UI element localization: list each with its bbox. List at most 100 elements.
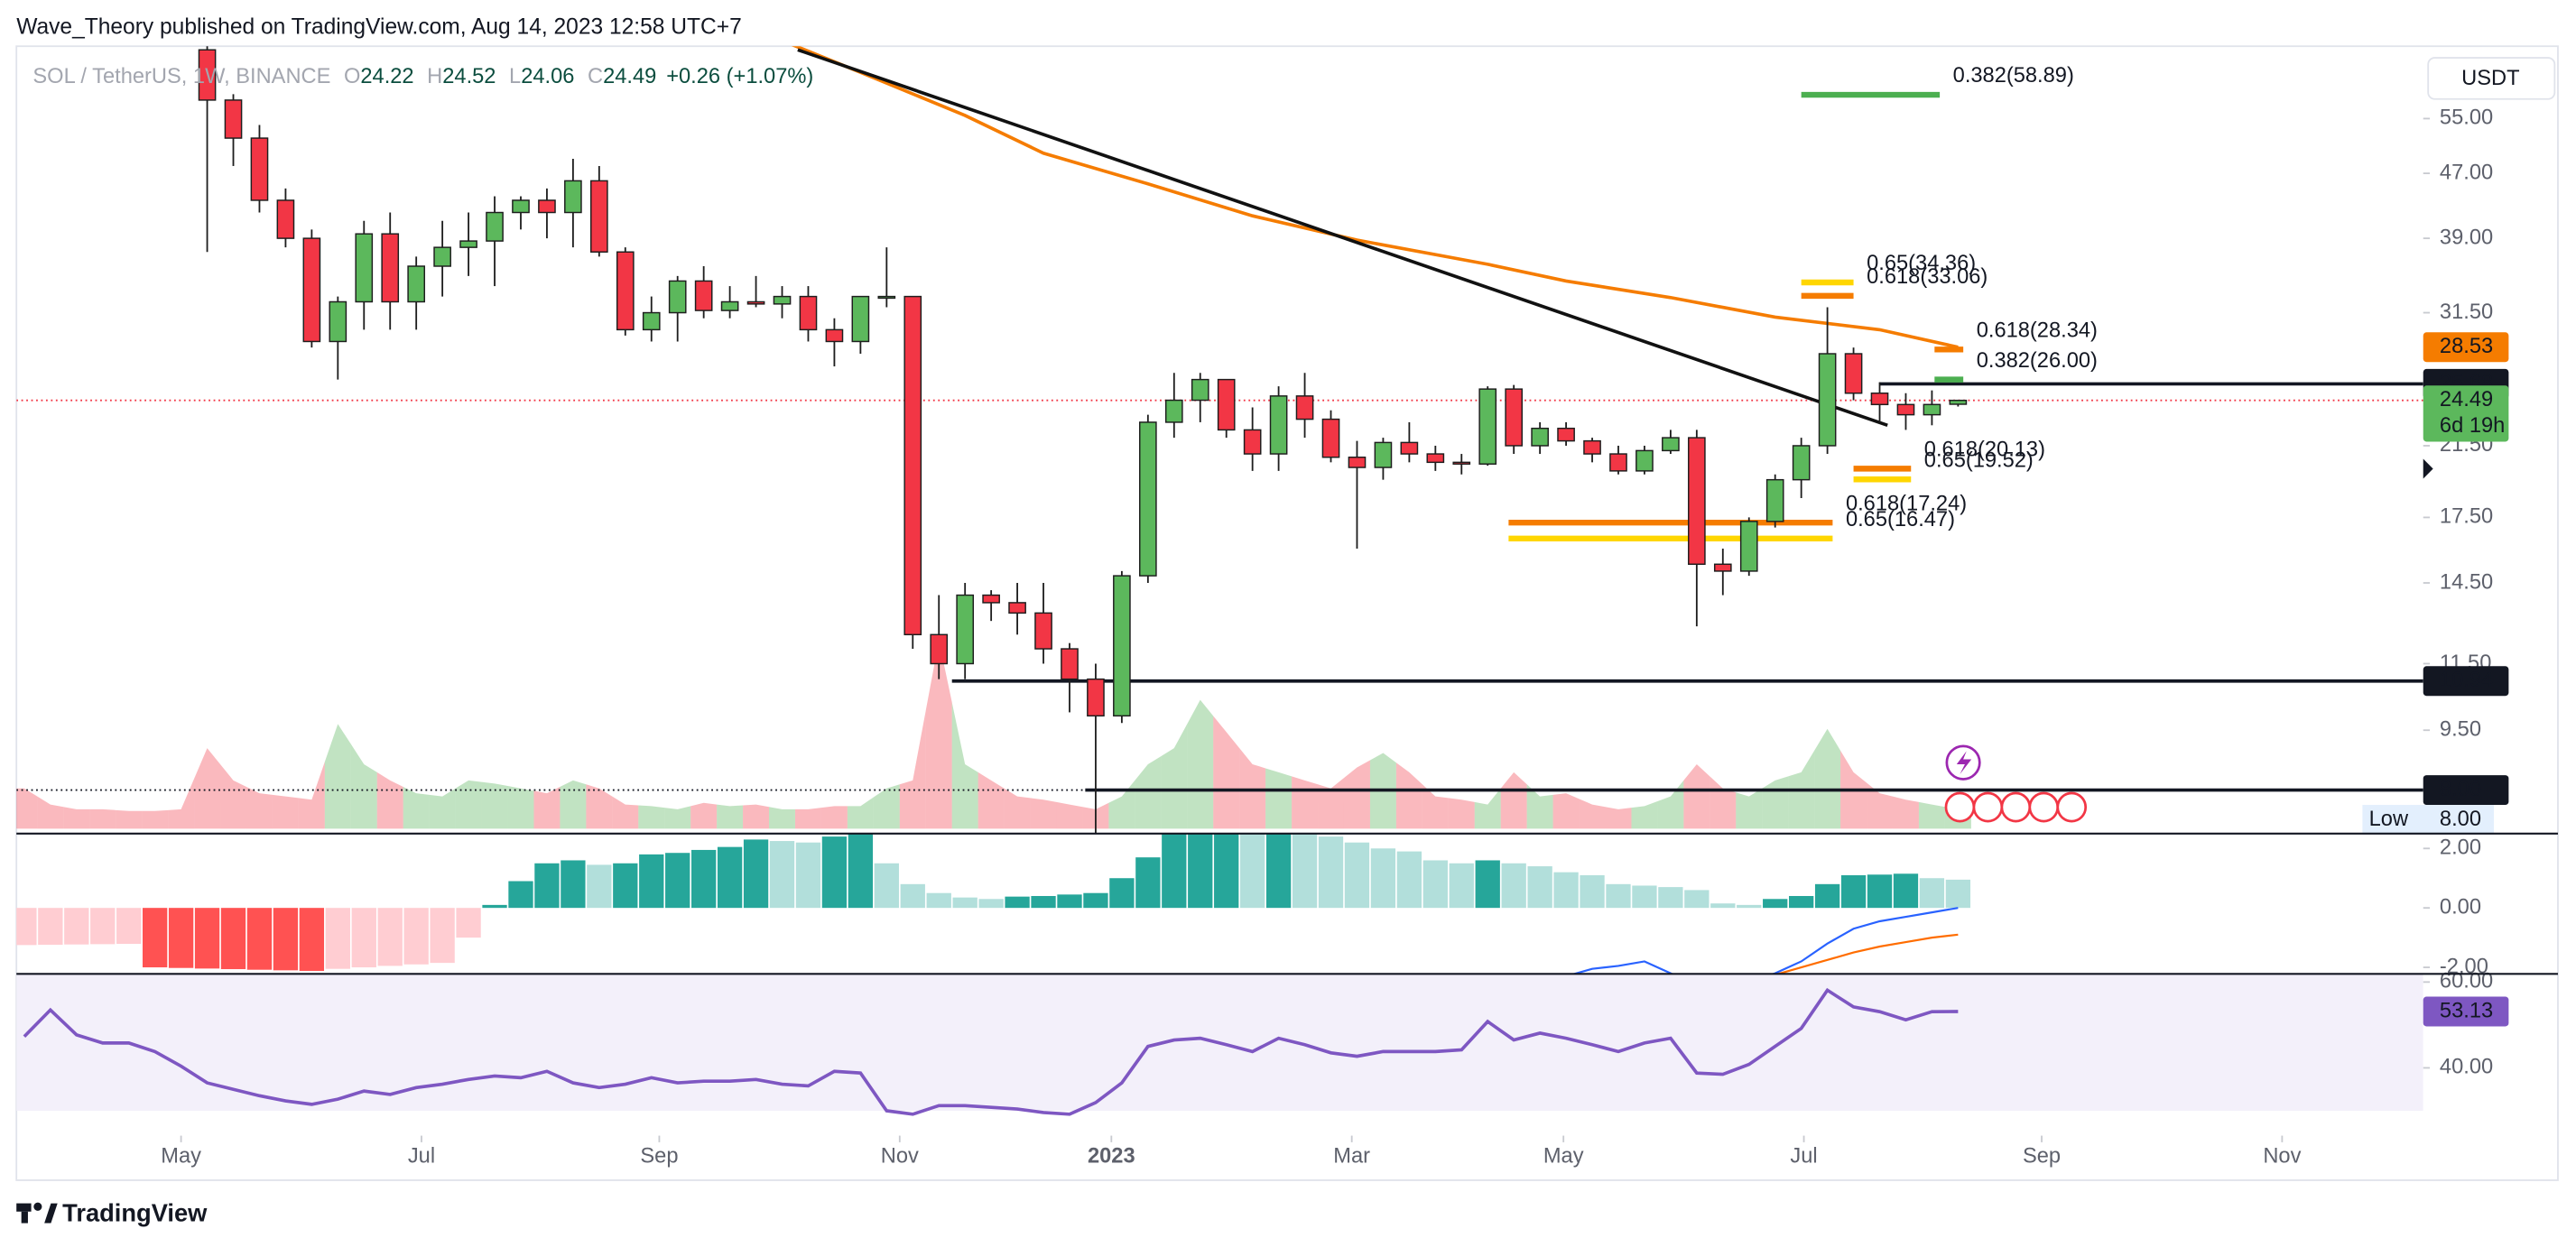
- volume-segment: [978, 771, 1005, 829]
- level-price-box: [2423, 666, 2509, 697]
- axes: 55.0047.0039.0031.5021.5017.5014.5011.50…: [161, 106, 2509, 1169]
- candle-body: [590, 180, 608, 253]
- macd-bar: [1449, 863, 1474, 909]
- economic-event: [2028, 791, 2060, 823]
- candle-body: [486, 211, 504, 242]
- volume-segment: [1343, 760, 1370, 829]
- rsi-band: [16, 974, 2423, 1112]
- footer-logo: [16, 1202, 58, 1224]
- macd-bar: [1527, 866, 1552, 909]
- macd-bar: [874, 863, 899, 909]
- volume-segment: [743, 804, 770, 829]
- legend-change: +0.26 (+1.07%): [666, 65, 813, 88]
- candle-body: [1478, 388, 1497, 465]
- candle-body: [1662, 437, 1680, 452]
- currency-button[interactable]: [2427, 57, 2556, 100]
- volume-segment: [246, 786, 273, 829]
- volume-segment: [1265, 768, 1293, 829]
- volume-segment: [1892, 796, 1919, 829]
- candle-body: [1217, 378, 1236, 431]
- macd-tick-label: 2.00: [2440, 836, 2481, 860]
- ma-price: 28.53: [2440, 335, 2493, 358]
- candle-body: [642, 311, 661, 331]
- volume-segment: [899, 710, 926, 829]
- candle-body: [302, 237, 321, 343]
- candle-body: [1792, 445, 1811, 481]
- volume-segment: [1867, 782, 1893, 829]
- fib-label: 0.618(17.24): [1846, 492, 1967, 515]
- macd-bar: [90, 908, 116, 945]
- candle-body: [564, 180, 582, 214]
- volume-segment: [664, 806, 691, 829]
- candle-body: [1374, 441, 1393, 468]
- macd-bar: [16, 908, 37, 946]
- x-tick-label: Mar: [1333, 1145, 1370, 1169]
- candle-body: [538, 199, 556, 214]
- fib-label: 0.65(19.52): [1924, 448, 2034, 472]
- volume-segment: [1239, 748, 1266, 829]
- macd-bar: [1318, 836, 1344, 909]
- macd-bar: [1005, 896, 1030, 909]
- volume-segment: [455, 780, 482, 829]
- candle-body: [1923, 403, 1941, 416]
- scroll-arrow[interactable]: [2423, 458, 2433, 479]
- volume-segment: [403, 786, 430, 829]
- macd-bar: [1632, 885, 1657, 909]
- volume-segment: [142, 809, 169, 829]
- macd-bar: [1945, 879, 1971, 909]
- countdown: 6d 19h: [2440, 414, 2505, 438]
- macd-bar: [926, 892, 951, 909]
- macd-bar: [1031, 895, 1056, 909]
- candle-body: [1295, 395, 1314, 420]
- candle-body: [512, 199, 530, 214]
- macd-bar: [1422, 860, 1448, 909]
- rsi-line: [23, 987, 1959, 1116]
- volume-segment: [638, 805, 665, 829]
- low-value: 8.00: [2440, 808, 2481, 831]
- macd-bar: [403, 908, 429, 965]
- macd-bar: [1265, 833, 1292, 909]
- candle-body: [903, 295, 922, 636]
- macd-line: [1774, 933, 1959, 975]
- volume-segment: [690, 802, 718, 829]
- candle-body: [329, 300, 347, 343]
- volume-segment: [847, 797, 874, 829]
- candle-body: [1844, 353, 1863, 394]
- volume-segment: [1108, 780, 1135, 829]
- candle-body: [851, 295, 870, 343]
- volume-segment: [324, 724, 351, 829]
- legend-value: 24.06: [521, 65, 574, 88]
- logo-part: [44, 1203, 58, 1224]
- low-box: [2362, 805, 2494, 835]
- macd-bar: [456, 908, 481, 938]
- volume-segment: [533, 786, 561, 829]
- candle-body: [956, 594, 975, 665]
- candle-body: [1087, 678, 1105, 717]
- volume-segment: [37, 796, 64, 829]
- candle-body: [1008, 602, 1026, 614]
- x-tick-label: Sep: [2023, 1145, 2061, 1169]
- currency-button-label[interactable]: USDT: [2461, 67, 2519, 90]
- macd-bar: [246, 908, 273, 970]
- y-tick-label: 31.50: [2440, 300, 2493, 324]
- candle-body: [407, 265, 426, 303]
- macd-bar: [351, 908, 376, 968]
- volume-segment: [89, 808, 116, 829]
- legend-key: H: [427, 65, 442, 88]
- macd-bar: [64, 908, 89, 945]
- volume-segment: [794, 808, 821, 829]
- close-price-box: [2423, 385, 2509, 442]
- candle-body: [1713, 563, 1732, 572]
- macd-bar: [1188, 833, 1213, 909]
- macd-bar: [613, 863, 638, 909]
- macd-bar: [900, 883, 925, 909]
- volume-segment: [1318, 778, 1344, 829]
- y-tick-label: 39.00: [2440, 226, 2493, 249]
- candle-body: [982, 594, 1000, 604]
- candle-body: [1635, 449, 1654, 472]
- candle-body: [1113, 575, 1131, 717]
- macd-bar: [821, 836, 848, 909]
- candle-body: [1348, 457, 1367, 468]
- candle-body: [381, 233, 400, 303]
- macd-bar: [142, 908, 168, 968]
